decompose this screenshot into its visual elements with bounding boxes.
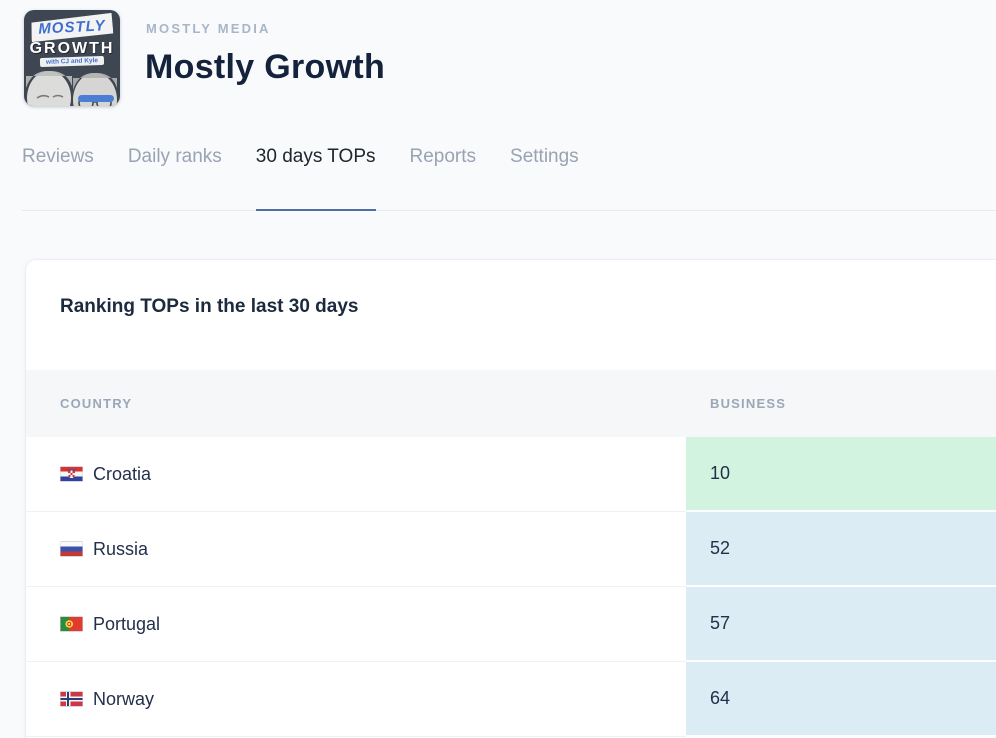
country-cell: Norway — [26, 662, 686, 737]
tab-reports[interactable]: Reports — [409, 146, 477, 167]
portugal-flag-icon — [60, 616, 83, 632]
ranking-tops-card: Ranking TOPs in the last 30 days COUNTRY… — [26, 260, 996, 738]
business-rank-cell: 52 — [686, 512, 996, 587]
tab-bar: Reviews Daily ranks 30 days TOPs Reports Set… — [22, 146, 996, 211]
table-row-portugal: Portugal 57 — [26, 587, 996, 662]
card-title: Ranking TOPs in the last 30 days — [60, 296, 359, 317]
podcast-artwork: MOSTLY GROWTH with CJ and Kyle — [24, 10, 120, 106]
table-header-row: COUNTRY BUSINESS — [26, 370, 996, 437]
country-name: Portugal — [93, 613, 161, 634]
country-name: Russia — [93, 538, 149, 559]
business-rank-cell: 57 — [686, 587, 996, 662]
country-cell: Portugal — [26, 587, 686, 662]
business-rank-cell: 64 — [686, 662, 996, 737]
tab-30-days-tops[interactable]: 30 days TOPs — [255, 146, 376, 211]
artwork-badge — [78, 95, 114, 102]
russia-flag-icon — [60, 541, 83, 557]
croatia-flag-icon — [60, 466, 83, 482]
table-row-croatia: Croatia 10 — [26, 437, 996, 512]
tab-daily-ranks[interactable]: Daily ranks — [127, 146, 222, 167]
business-rank-cell: 10 — [686, 437, 996, 512]
tab-reviews[interactable]: Reviews — [22, 146, 94, 167]
norway-flag-icon — [60, 691, 83, 707]
publisher-name: MOSTLY MEDIA — [146, 21, 271, 36]
tab-settings[interactable]: Settings — [510, 146, 579, 167]
country-name: Norway — [93, 688, 155, 709]
artwork-title-patch: MOSTLY — [30, 13, 113, 42]
table-body: Croatia 10 Russia 52 Portugal 57 Norway 64 — [26, 437, 996, 737]
page-title: Mostly Growth — [145, 48, 386, 86]
table-row-russia: Russia 52 — [26, 512, 996, 587]
artwork-line2: GROWTH — [29, 40, 115, 57]
column-header-country: COUNTRY — [60, 396, 133, 411]
card-header: Ranking TOPs in the last 30 days — [26, 260, 996, 370]
column-header-business: BUSINESS — [710, 396, 787, 411]
country-cell: Croatia — [26, 437, 686, 512]
country-cell: Russia — [26, 512, 686, 587]
table-row-norway: Norway 64 — [26, 662, 996, 737]
country-name: Croatia — [93, 463, 152, 484]
artwork-line1: MOSTLY — [37, 17, 107, 38]
